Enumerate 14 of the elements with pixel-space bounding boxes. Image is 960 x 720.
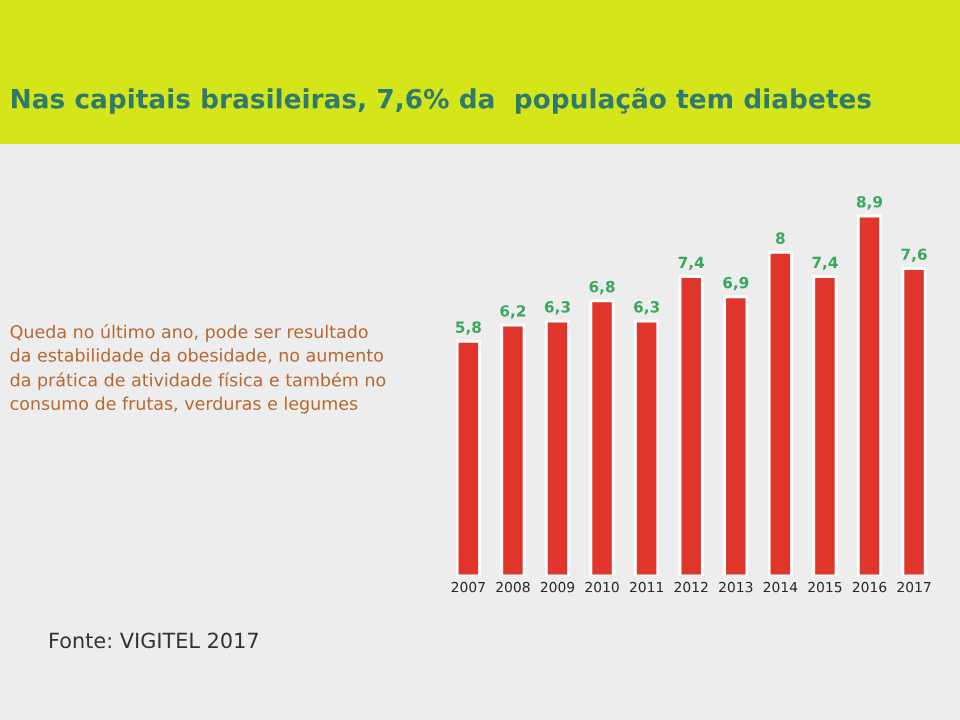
bar [500,323,526,576]
bar [723,295,749,576]
bar [455,340,481,576]
bar [544,319,571,576]
bar [812,275,838,576]
bar [767,251,793,576]
bar [678,275,704,576]
chart-title: Nas capitais brasileiras, 7,6% da população tem diabetes [12,87,871,114]
bar [901,267,927,576]
bar [634,319,660,576]
text: Queda no último ano, pode ser resultado da estabilidade da obesidade, no aumento da prática de atividade física e também no consumo de frutas, verduras e legumes [10,324,386,414]
bar [856,214,883,576]
source-note: Fonte: VIGITEL 2017 [50,632,258,649]
bar [589,299,615,576]
